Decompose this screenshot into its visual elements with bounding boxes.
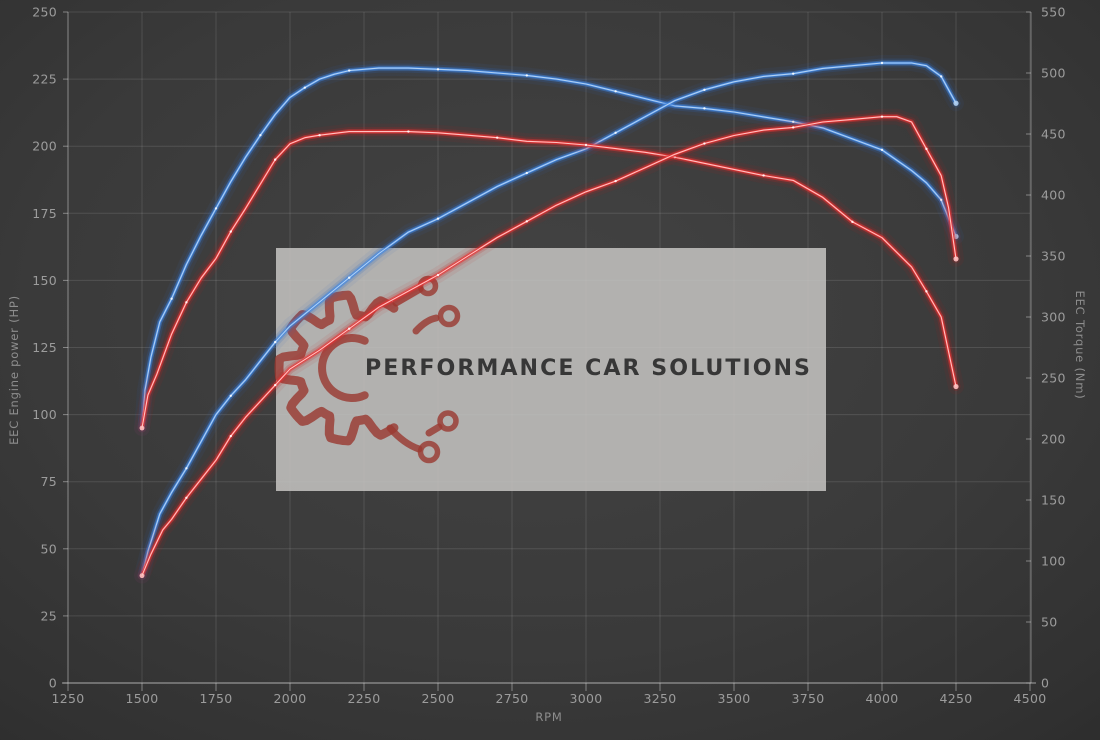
y-right-tick-label: 350 [1041, 249, 1066, 264]
watermark: PERFORMANCE CAR SOLUTIONS [274, 248, 826, 491]
gear-inner-c [318, 334, 369, 402]
y-right-tick-label: 50 [1041, 615, 1058, 630]
y-left-tick-label: 200 [32, 139, 57, 154]
y-left-tick-label: 150 [32, 273, 57, 288]
y-right-tick-label: 450 [1041, 127, 1066, 142]
x-tick-label: 3250 [643, 691, 676, 706]
x-tick-label: 2750 [495, 691, 528, 706]
x-tick-label: 4500 [1013, 691, 1046, 706]
y-right-tick-label: 150 [1041, 493, 1066, 508]
y-left-tick-label: 100 [32, 407, 57, 422]
y-right-tick-label: 250 [1041, 371, 1066, 386]
dyno-curves [134, 55, 964, 584]
y-left-tick-label: 0 [49, 676, 57, 691]
curve-torque-tuned-blue [134, 60, 964, 436]
y-right-tick-label: 400 [1041, 188, 1066, 203]
y-right-tick-label: 550 [1041, 5, 1066, 20]
gear-circuit-icon [274, 275, 461, 464]
tick-labels: 1250 1500 1750 2000 2250 2500 2750 3000 3250 3500… [32, 5, 1066, 707]
watermark-text: PERFORMANCE CAR SOLUTIONS [365, 356, 812, 381]
y-right-tick-label: 100 [1041, 554, 1066, 569]
x-tick-label: 2000 [273, 691, 306, 706]
y-left-tick-label: 50 [40, 541, 57, 556]
x-tick-label: 3000 [569, 691, 602, 706]
y-left-tick-label: 25 [40, 608, 57, 623]
curve-torque-original-red [134, 123, 964, 436]
x-tick-label: 1750 [199, 691, 232, 706]
watermark-panel [276, 248, 826, 491]
x-tick-label: 4250 [939, 691, 972, 706]
circuit-traces [386, 285, 443, 453]
y-right-tick-label: 200 [1041, 432, 1066, 447]
x-tick-label: 3500 [717, 691, 750, 706]
x-axis-title: RPM [535, 710, 562, 724]
x-tick-label: 1250 [51, 691, 84, 706]
x-tick-label: 3750 [791, 691, 824, 706]
x-tick-label: 4000 [865, 691, 898, 706]
y-left-tick-label: 125 [32, 340, 57, 355]
y-right-tick-label: 300 [1041, 310, 1066, 325]
x-tick-label: 2500 [421, 691, 454, 706]
y-right-axis-title: EEC Torque (Nm) [1073, 291, 1087, 400]
curve-power-tuned-blue [134, 55, 964, 584]
x-tick-label: 2250 [347, 691, 380, 706]
y-left-tick-label: 175 [32, 206, 57, 221]
y-left-tick-label: 250 [32, 5, 57, 20]
y-left-tick-label: 225 [32, 72, 57, 87]
gear-outline [274, 290, 399, 446]
y-right-tick-label: 500 [1041, 66, 1066, 81]
y-right-tick-label: 0 [1041, 676, 1049, 691]
x-tick-label: 1500 [125, 691, 158, 706]
y-left-tick-label: 75 [40, 474, 57, 489]
y-left-axis-title: EEC Engine power (HP) [7, 295, 21, 445]
curve-power-original-red [134, 108, 964, 584]
circuit-nodes [417, 275, 461, 464]
axis-lines [62, 11, 1036, 691]
